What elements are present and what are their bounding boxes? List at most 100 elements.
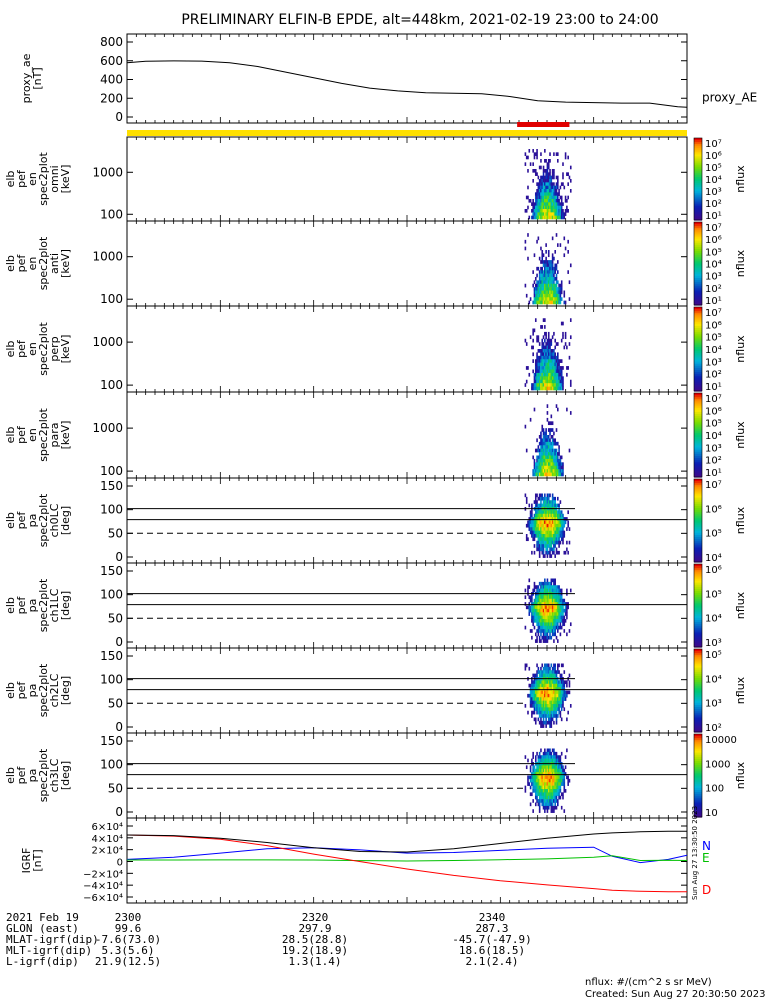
panel-7-cell-24-13 <box>555 693 558 698</box>
panel-6-cell-12-7 <box>540 588 542 593</box>
panel-8-colorbar-label: nflux <box>734 761 747 789</box>
panel-7-colorbar-seg-33 <box>694 717 702 721</box>
panel-6-cell-17-16 <box>546 619 549 623</box>
panel-6-cell-21-11 <box>551 602 554 606</box>
panel-2-cell-18-19 <box>547 287 550 291</box>
panel-8-cell-15-12 <box>544 775 546 780</box>
panel-4-colorbar-seg-28 <box>694 451 702 455</box>
panel-7-cell-30-9 <box>563 680 566 685</box>
panel-1-cell-23-22 <box>554 212 557 216</box>
panel-5-colorbar-seg-22 <box>694 524 702 528</box>
panel-6-cell-6-13 <box>532 608 534 613</box>
panel-2-cell-20-20 <box>550 290 553 295</box>
panel-1-colorbar-seg-3 <box>694 144 702 147</box>
panel-6-cell-13-6 <box>541 585 544 589</box>
panel-4-cell-18-18 <box>547 455 550 460</box>
panel-5-cell-11-10 <box>538 513 541 518</box>
panel-7-cell-19-12 <box>549 690 551 695</box>
panel-1-cell-22-4 <box>553 152 555 156</box>
panel-1-cell-27-22 <box>559 212 562 216</box>
panel-1-cell-9-19 <box>536 202 538 206</box>
panel-1-cell-14-19 <box>542 202 545 206</box>
panel-6-cell-19-11 <box>549 602 551 606</box>
panel-4-ylabel-1: pef <box>15 425 28 444</box>
panel-1-cell-12-8 <box>540 165 542 170</box>
panel-2-cell-17-16 <box>546 277 549 281</box>
panel-3-colorbar-seg-32 <box>694 374 702 377</box>
panel-4-cell-17-14 <box>546 441 549 446</box>
panel-8-cell-20-13 <box>550 778 553 783</box>
panel-1-colorbar-seg-20 <box>694 179 702 182</box>
panel-8-cell-23-9 <box>554 765 557 770</box>
panel-6-cell-21-12 <box>551 605 554 610</box>
panel-5-cell-17-15 <box>546 530 549 535</box>
panel-8: elbpefpaspec2plotch3LC[deg]1501005001000… <box>4 732 747 819</box>
panel-4-colorbar-frame <box>693 392 703 478</box>
panel-8-cell-13-9 <box>541 765 544 770</box>
igrf-legend-N: N <box>702 839 711 853</box>
panel-2-cell-7-21 <box>533 293 536 298</box>
panel-4-cell-13-9 <box>541 424 544 429</box>
panel-1-colorbar-seg-17 <box>694 172 702 176</box>
panel-1-colorbar-seg-31 <box>694 201 702 205</box>
panel-1-cell-19-13 <box>549 182 551 186</box>
panel-4-cell-17-12 <box>546 435 549 439</box>
panel-8-cell-25-13 <box>557 778 559 783</box>
panel-6-cell-28-7 <box>560 588 563 593</box>
panel-1-cell-17-15 <box>546 189 549 193</box>
panel-5-cell-24-7 <box>555 503 558 508</box>
panel-8-cell-22-4 <box>553 748 555 753</box>
panel-8-colorbar-seg-17 <box>694 769 702 772</box>
panel-6-colorbar-seg-27 <box>694 620 702 623</box>
panel-5-cell-26-15 <box>558 530 560 535</box>
panel-1-cell-29-13 <box>562 182 564 186</box>
panel-4-colorbar-seg-13 <box>694 420 702 423</box>
panel-8-cell-18-21 <box>547 805 550 810</box>
panel-6-cell-10-17 <box>537 622 540 627</box>
panel-6-cell-22-22 <box>553 639 555 643</box>
panel-3-colorbar-label: nflux <box>734 335 747 363</box>
panel-7-cell-4-14 <box>529 697 532 701</box>
ephem-value-2-4: 2.1(2.4) <box>466 955 519 968</box>
panel-5-cell-19-20 <box>549 547 551 552</box>
panel-6-cell-27-17 <box>559 622 562 627</box>
panel-8-cell-12-10 <box>540 768 542 773</box>
panel-8-cell-27-6 <box>559 755 562 759</box>
panel-3-yticklabel-1: 100 <box>100 378 123 392</box>
panel-3-cell-1-17 <box>525 366 528 370</box>
panel-7-cell-12-22 <box>540 724 542 728</box>
panel-7-cell-22-11 <box>553 687 555 691</box>
panel-5-cell-27-15 <box>559 530 562 535</box>
panel-5-cell-33-13 <box>567 523 569 528</box>
panel-4-colorbar-seg-15 <box>694 424 702 428</box>
panel-7-cell-18-19 <box>547 714 550 718</box>
panel-5-colorbar-tick-2: 10⁵ <box>705 529 722 540</box>
panel-3-cell-25-19 <box>557 372 559 377</box>
panel-8-colorbar-seg-26 <box>694 787 702 791</box>
panel-3-cell-20-13 <box>550 352 553 357</box>
panel-6-colorbar-seg-32 <box>694 630 702 634</box>
panel-8-cell-24-13 <box>555 778 558 783</box>
panel-1-cell-6-3 <box>532 149 534 153</box>
panel-4-cell-11-21 <box>538 465 541 470</box>
panel-8-cell-28-12 <box>560 775 563 780</box>
panel-4-cell-29-21 <box>562 465 564 470</box>
panel-8-yticklabel-0: 150 <box>100 734 123 748</box>
panel-7-cell-30-6 <box>563 670 566 674</box>
panel-3-cell-16-17 <box>545 366 547 370</box>
panel-8-colorbar-seg-22 <box>694 779 702 783</box>
panel-8-cell-22-12 <box>553 775 555 780</box>
panel-5-colorbar-seg-26 <box>694 532 702 536</box>
panel-3-cell-11-21 <box>538 379 541 384</box>
panel-2-cell-16-14 <box>545 270 547 274</box>
panel-8-cell-31-11 <box>564 772 567 776</box>
panel-3-cell-26-15 <box>558 359 560 363</box>
panel-8-cell-19-9 <box>549 765 551 770</box>
panel-6-cell-13-15 <box>541 615 544 620</box>
panel-3-cell-19-12 <box>549 349 551 353</box>
panel-8-cell-24-9 <box>555 765 558 770</box>
panel-7-cell-21-19 <box>551 714 554 718</box>
panel-2-cell-21-14 <box>551 270 554 274</box>
panel-8-cell-12-6 <box>540 755 542 759</box>
